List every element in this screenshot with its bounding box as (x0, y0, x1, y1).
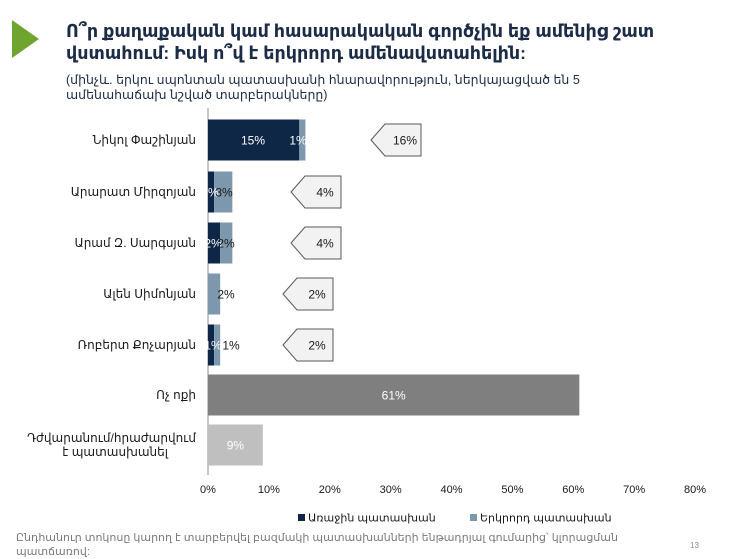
page-number: 13 (690, 541, 699, 550)
bar-segment (208, 324, 215, 366)
bar-segment (208, 424, 263, 466)
bar-data-label: 15% (241, 134, 265, 148)
bar-segment (208, 119, 300, 161)
x-tick-label: 0% (200, 484, 216, 496)
bar-data-label: 1% (289, 134, 307, 148)
total-label: 2% (308, 288, 326, 302)
total-label: 16% (393, 134, 417, 148)
bar-data-label: 1% (204, 339, 222, 353)
bar-segment (208, 222, 221, 264)
page-subtitle: (մինչև. երկու սպոնտան պատասխանի հնարավոր… (66, 73, 580, 102)
bar-data-label: 3% (215, 186, 233, 200)
total-label: 4% (316, 237, 334, 251)
x-tick-label: 10% (258, 484, 280, 496)
x-tick-label: 50% (501, 484, 523, 496)
bar-segment (220, 222, 233, 264)
bar-segment (208, 273, 221, 315)
page-title: Ո՞ր քաղաքական կամ հասարակական գործչին եք… (66, 21, 655, 63)
bar-segment (208, 374, 580, 416)
category-label: Դժվարանում/հրաժարվում է պատասխանել (27, 431, 196, 459)
legend-label: Առաջին պատասխան (308, 513, 436, 525)
x-tick-label: 80% (684, 484, 706, 496)
stacked-bar-chart: Նիկոլ Փաշինյան Արարատ Միրզոյան Արամ Զ. Սար… (27, 108, 706, 525)
bar-segment (214, 171, 233, 213)
x-tick-label: 30% (380, 484, 402, 496)
bar-segment (214, 324, 221, 366)
bar-data-label: 2% (204, 237, 222, 251)
legend-swatch (470, 514, 477, 521)
total-callout (290, 175, 342, 209)
x-tick-label: 70% (623, 484, 645, 496)
section-arrow-icon (12, 20, 39, 58)
category-label: Ռոբերտ Քոչարյան (78, 338, 196, 352)
total-label: 4% (316, 186, 334, 200)
total-callout (282, 277, 334, 311)
category-label: Արամ Զ. Սարգսյան (75, 236, 197, 250)
total-callout (282, 328, 334, 362)
legend-swatch (298, 514, 305, 521)
bar-segment (299, 119, 306, 161)
footnote: Ընդհանուր տոկոսը կարող է տարբերվել բազմա… (16, 532, 618, 558)
category-label: Նիկոլ Փաշինյան (93, 133, 196, 147)
bar-data-label: 2% (217, 237, 235, 251)
bar-segment (208, 171, 215, 213)
category-label: Արարատ Միրզոյան (71, 185, 196, 199)
bar-data-label: 9% (227, 439, 245, 453)
x-tick-label: 60% (562, 484, 584, 496)
category-label: Ալեն Սիմոնյան (103, 287, 196, 301)
x-tick-label: 40% (440, 484, 462, 496)
total-callout (370, 123, 422, 157)
category-label: Ոչ ոքի (156, 388, 196, 402)
bar-data-label: 61% (382, 389, 406, 403)
bar-data-label: 1% (201, 186, 219, 200)
bar-data-label: 2% (217, 288, 235, 302)
total-callout (290, 226, 342, 260)
bar-data-label: 1% (222, 339, 240, 353)
total-label: 2% (308, 339, 326, 353)
x-tick-label: 20% (319, 484, 341, 496)
legend-label: Երկրորդ պատասխան (480, 513, 612, 525)
